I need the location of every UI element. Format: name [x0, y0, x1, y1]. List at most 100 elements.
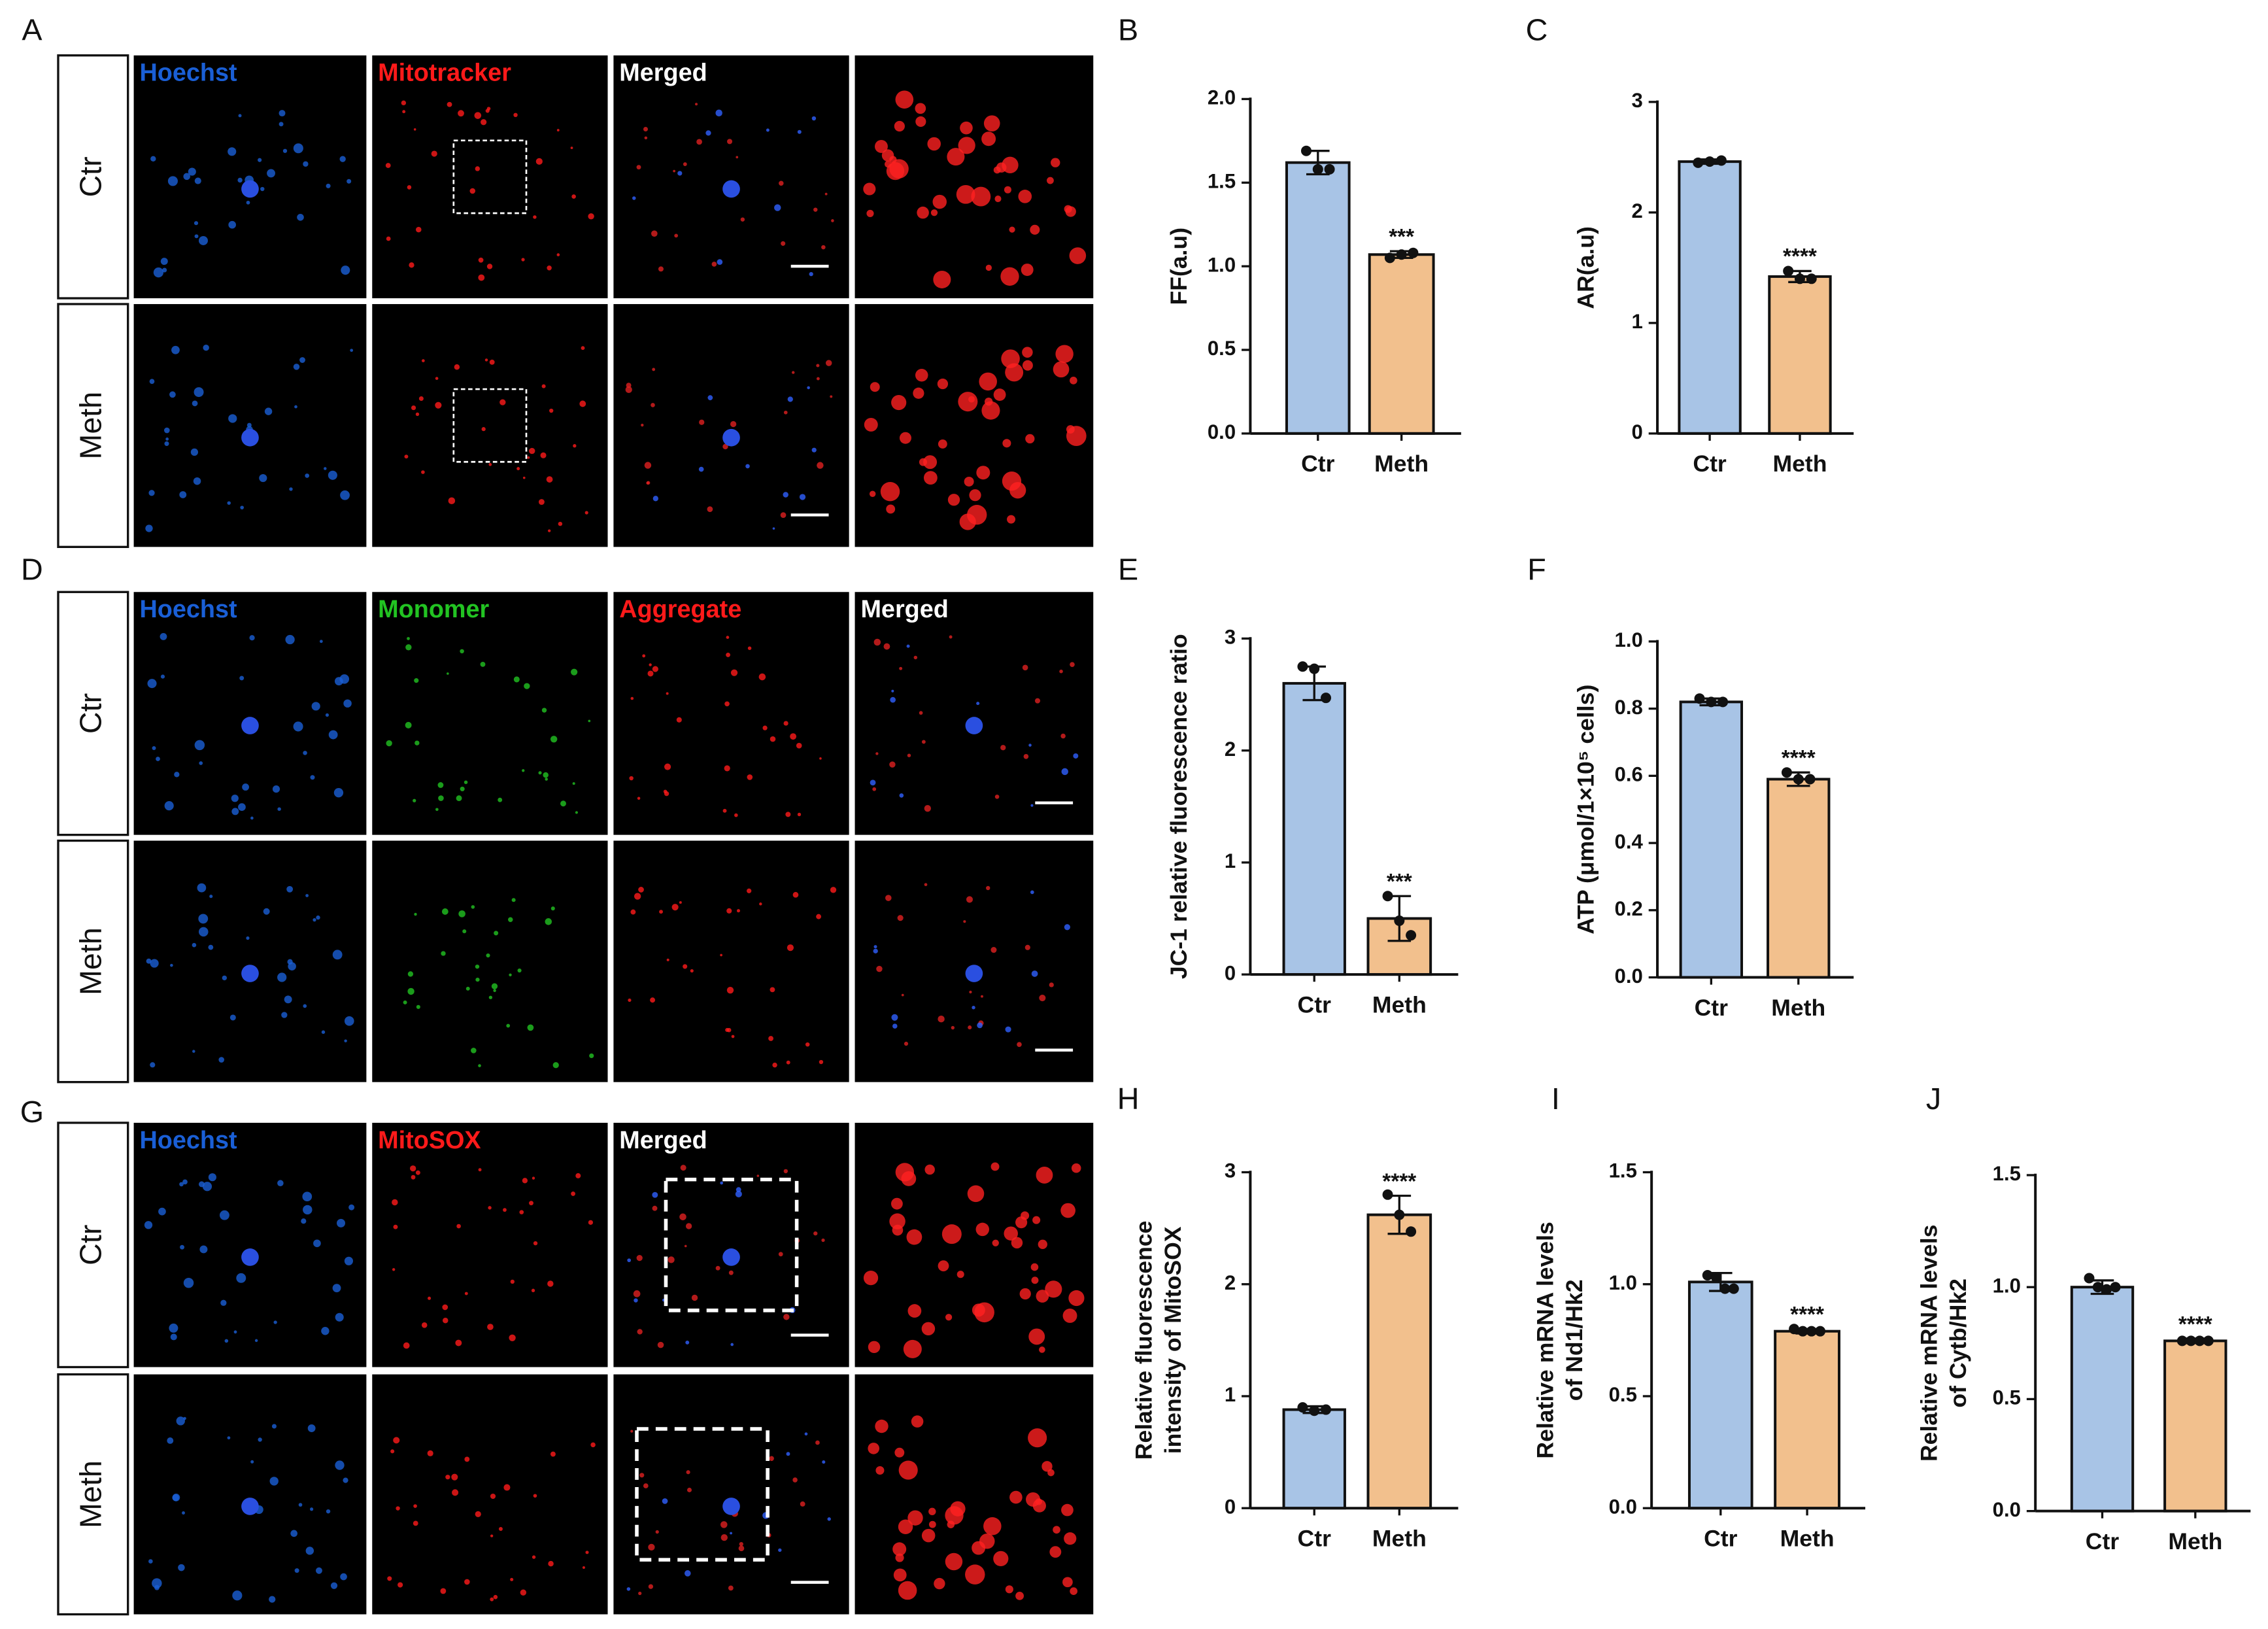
signal — [279, 110, 286, 117]
signal — [403, 1342, 410, 1349]
signal — [452, 1489, 459, 1496]
y-tick-label: 0.0 — [1208, 420, 1236, 443]
signal — [1031, 1277, 1039, 1284]
signal — [503, 1208, 507, 1212]
signal — [589, 1053, 594, 1059]
channel-label: Monomer — [378, 596, 489, 623]
signal — [1023, 753, 1029, 759]
signal — [219, 1210, 229, 1220]
signal — [1071, 1163, 1081, 1173]
signal — [979, 1534, 995, 1549]
micrograph — [613, 1374, 849, 1615]
signal — [1066, 426, 1087, 446]
signal — [824, 192, 828, 196]
signal — [1025, 434, 1035, 444]
signal — [963, 920, 966, 923]
signal — [508, 917, 513, 922]
signal — [407, 637, 410, 640]
y-tick-label: 2.0 — [1208, 86, 1236, 109]
signal — [324, 467, 327, 470]
signal — [170, 963, 173, 967]
signal — [898, 1519, 913, 1534]
zoom-box — [635, 1427, 770, 1562]
signal — [745, 464, 750, 469]
signal — [169, 1323, 178, 1333]
signal — [413, 128, 416, 131]
channel-label: Merged — [860, 596, 948, 623]
signal — [277, 1180, 284, 1186]
signal — [971, 186, 991, 207]
signal — [766, 128, 770, 132]
signal — [720, 1181, 724, 1185]
signal — [229, 1014, 236, 1021]
signal — [993, 388, 1006, 401]
signal — [334, 677, 343, 686]
signal — [493, 1594, 498, 1600]
signal — [722, 808, 727, 813]
signal — [182, 1179, 188, 1185]
signal — [199, 1245, 208, 1254]
signal — [949, 635, 953, 639]
data-point — [1312, 163, 1323, 175]
signal — [1060, 733, 1066, 739]
nucleus — [241, 965, 259, 982]
signal — [305, 894, 309, 897]
signal — [901, 993, 904, 997]
signal — [1009, 226, 1015, 233]
y-tick-label: 0.5 — [1208, 337, 1236, 360]
signal — [350, 349, 354, 352]
signal — [572, 782, 575, 785]
signal — [524, 683, 530, 689]
signal — [1005, 1585, 1013, 1594]
signal — [1036, 1290, 1049, 1303]
signal — [1004, 186, 1011, 194]
panel-label: H — [1117, 1082, 1140, 1116]
data-point — [1789, 1324, 1800, 1335]
signal — [498, 797, 503, 802]
signal — [303, 1004, 307, 1008]
channel-label: Hoechst — [139, 60, 237, 87]
row-label-box — [57, 1122, 129, 1369]
signal — [475, 1511, 481, 1518]
signal — [192, 942, 197, 948]
signal — [1019, 1288, 1031, 1300]
signal — [779, 180, 784, 186]
signal — [658, 266, 664, 272]
signal — [164, 441, 169, 446]
channel-label: Merged — [619, 1127, 707, 1154]
signal — [250, 1460, 254, 1464]
signal — [529, 1201, 533, 1206]
signal — [1001, 349, 1020, 368]
signal — [277, 972, 287, 982]
y-axis-label: AR(a.u) — [1573, 226, 1599, 309]
signal — [781, 241, 786, 246]
signal — [326, 183, 331, 188]
signal — [797, 812, 802, 817]
signal — [898, 1581, 917, 1600]
nucleus — [241, 1498, 259, 1515]
signal — [538, 499, 545, 506]
signal — [934, 1577, 945, 1590]
signal — [684, 1244, 687, 1248]
signal — [830, 887, 837, 893]
signal — [332, 1284, 341, 1293]
micrograph — [133, 592, 367, 835]
signal — [668, 1256, 675, 1263]
signal — [739, 1541, 743, 1547]
significance: *** — [1389, 225, 1414, 249]
signal — [809, 272, 813, 277]
signal — [919, 711, 923, 715]
signal — [284, 995, 292, 1004]
signal — [720, 1534, 728, 1541]
signal — [285, 634, 295, 645]
signal — [637, 1329, 643, 1335]
row-label: Ctr — [74, 693, 108, 734]
signal — [811, 447, 817, 453]
signal — [778, 1548, 782, 1552]
signal — [637, 797, 641, 800]
signal — [707, 506, 713, 512]
signal — [807, 386, 810, 390]
signal — [928, 1507, 936, 1516]
x-tick-label: Ctr — [1704, 1526, 1738, 1552]
y-tick-label: 0.4 — [1615, 830, 1644, 853]
